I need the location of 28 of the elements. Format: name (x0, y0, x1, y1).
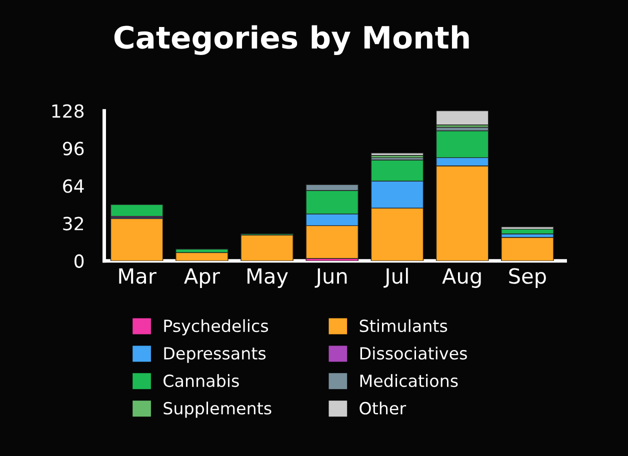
bar (501, 237, 554, 261)
x-tick-label: Jul (384, 268, 408, 288)
bar (110, 218, 164, 261)
y-tick-label: 64 (63, 179, 84, 193)
y-tick-label: 32 (63, 216, 83, 230)
legend-label: Cannabis (164, 374, 239, 388)
bar (436, 110, 489, 126)
x-tick-label: Aug (442, 268, 481, 288)
legend-label: Medications (360, 374, 458, 388)
bar (110, 204, 164, 217)
y-tick-label: 128 (52, 104, 84, 118)
legend-label: Psychedelics (164, 319, 268, 336)
y-tick-label: 0 (74, 254, 84, 268)
x-tick-label: Mar (119, 268, 156, 284)
legend-label: Other (360, 402, 406, 415)
x-tick-label: Sep (509, 268, 546, 288)
y-tick-label: 96 (62, 142, 84, 156)
legend-label: Dissociatives (360, 346, 467, 360)
bar (240, 234, 294, 261)
legend-label: Supplements (164, 402, 272, 418)
x-tick-label: May (248, 268, 288, 288)
legend-label: Depressants (164, 347, 266, 363)
legend-label: Stimulants (360, 319, 448, 332)
x-tick-label: Jun (314, 268, 347, 288)
x-tick-label: Apr (184, 268, 220, 288)
bar (370, 152, 424, 156)
chart-title: Categories by Month (114, 25, 469, 56)
bar (501, 226, 554, 230)
